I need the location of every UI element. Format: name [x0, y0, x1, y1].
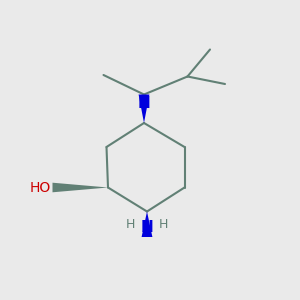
Polygon shape: [52, 183, 108, 192]
Text: N: N: [141, 220, 153, 236]
Text: H: H: [126, 218, 135, 232]
Text: H: H: [159, 218, 168, 232]
Polygon shape: [142, 212, 152, 237]
Polygon shape: [139, 94, 149, 123]
Text: HO: HO: [30, 181, 51, 194]
Text: N: N: [138, 96, 150, 111]
